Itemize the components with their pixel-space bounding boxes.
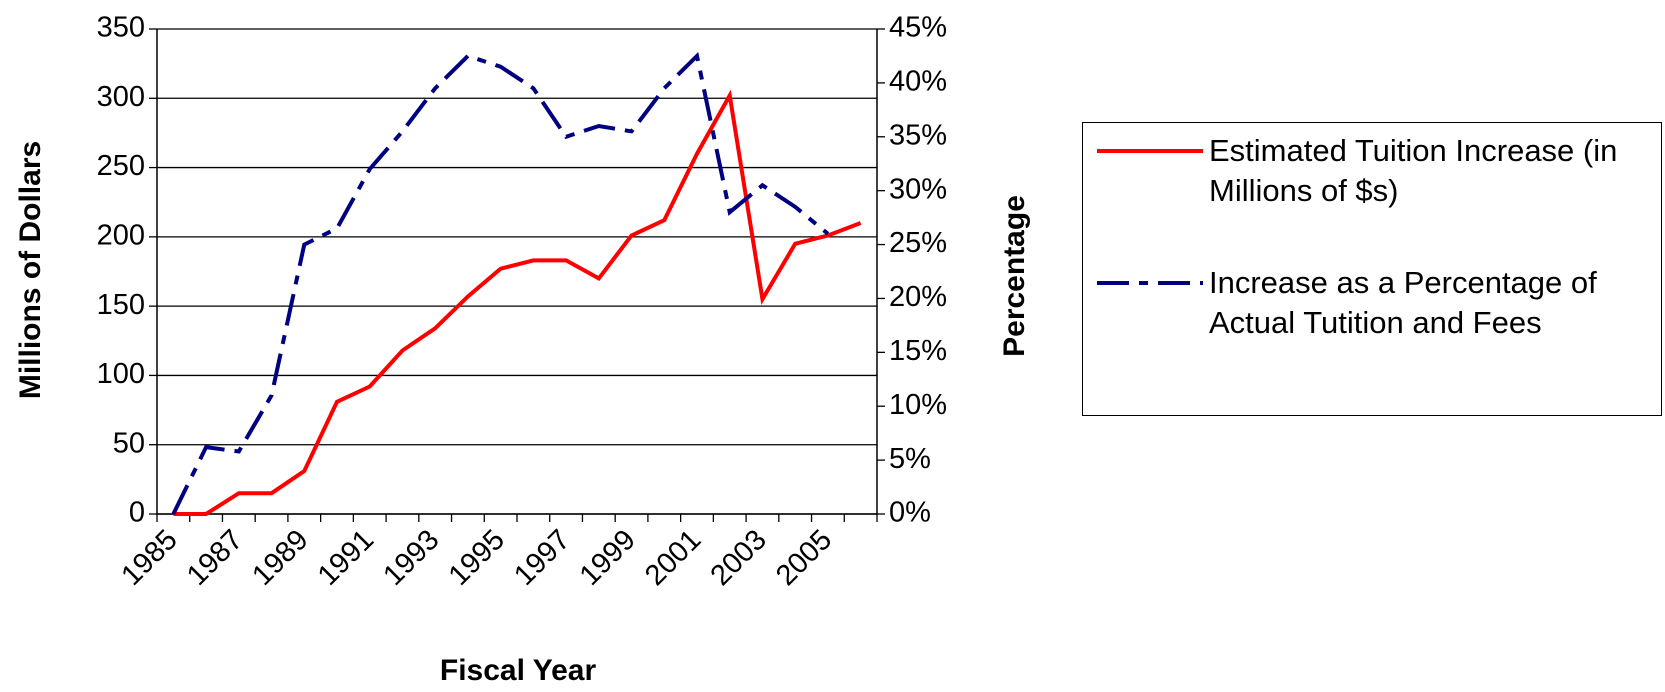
x-tick-label: 1997 <box>508 524 576 592</box>
y2-tick-label: 5% <box>889 443 931 475</box>
x-tick-label: 1999 <box>574 524 642 592</box>
x-axis-title: Fiscal Year <box>440 654 597 687</box>
y-tick-label: 200 <box>97 220 145 252</box>
y-tick-label: 150 <box>97 289 145 321</box>
x-tick-label: 2005 <box>770 524 838 592</box>
y-tick-label: 50 <box>113 427 145 459</box>
y2-tick-label: 45% <box>889 12 947 44</box>
legend-item: Increase as a Percentage of Actual Tutit… <box>1095 263 1644 343</box>
x-tick-label: 1985 <box>115 524 183 592</box>
x-tick-label: 1989 <box>246 524 314 592</box>
series-line <box>171 51 830 515</box>
legend-swatch <box>1097 149 1203 153</box>
x-tick-label: 2003 <box>705 524 773 592</box>
legend-item: Estimated Tuition Increase (in Millions … <box>1095 131 1644 211</box>
x-tick-label: 1995 <box>443 524 511 592</box>
y-axis-title: Millions of Dollars <box>14 141 47 399</box>
y-tick-label: 300 <box>97 81 145 113</box>
y-tick-label: 0 <box>129 497 145 529</box>
x-tick-label: 1993 <box>377 524 445 592</box>
y2-tick-label: 10% <box>889 389 947 421</box>
y2-tick-label: 15% <box>889 335 947 367</box>
y2-axis-title: Percentage <box>998 195 1031 357</box>
y-tick-label: 100 <box>97 358 145 390</box>
y2-tick-label: 40% <box>889 66 947 98</box>
series-line <box>173 89 862 516</box>
x-tick-label: 1991 <box>312 524 380 592</box>
x-tick-label: 2001 <box>639 524 707 592</box>
y2-tick-label: 30% <box>889 173 947 205</box>
legend: Estimated Tuition Increase (in Millions … <box>1082 122 1662 416</box>
y2-tick-label: 25% <box>889 227 947 259</box>
legend-swatch <box>1097 281 1203 285</box>
y2-tick-label: 0% <box>889 497 931 529</box>
y-tick-label: 350 <box>97 12 145 44</box>
legend-label: Estimated Tuition Increase (in Millions … <box>1209 133 1618 208</box>
y2-tick-label: 35% <box>889 119 947 151</box>
x-tick-label: 1987 <box>181 524 249 592</box>
legend-label: Increase as a Percentage of Actual Tutit… <box>1209 265 1597 340</box>
y2-tick-label: 20% <box>889 281 947 313</box>
y-tick-label: 250 <box>97 150 145 182</box>
